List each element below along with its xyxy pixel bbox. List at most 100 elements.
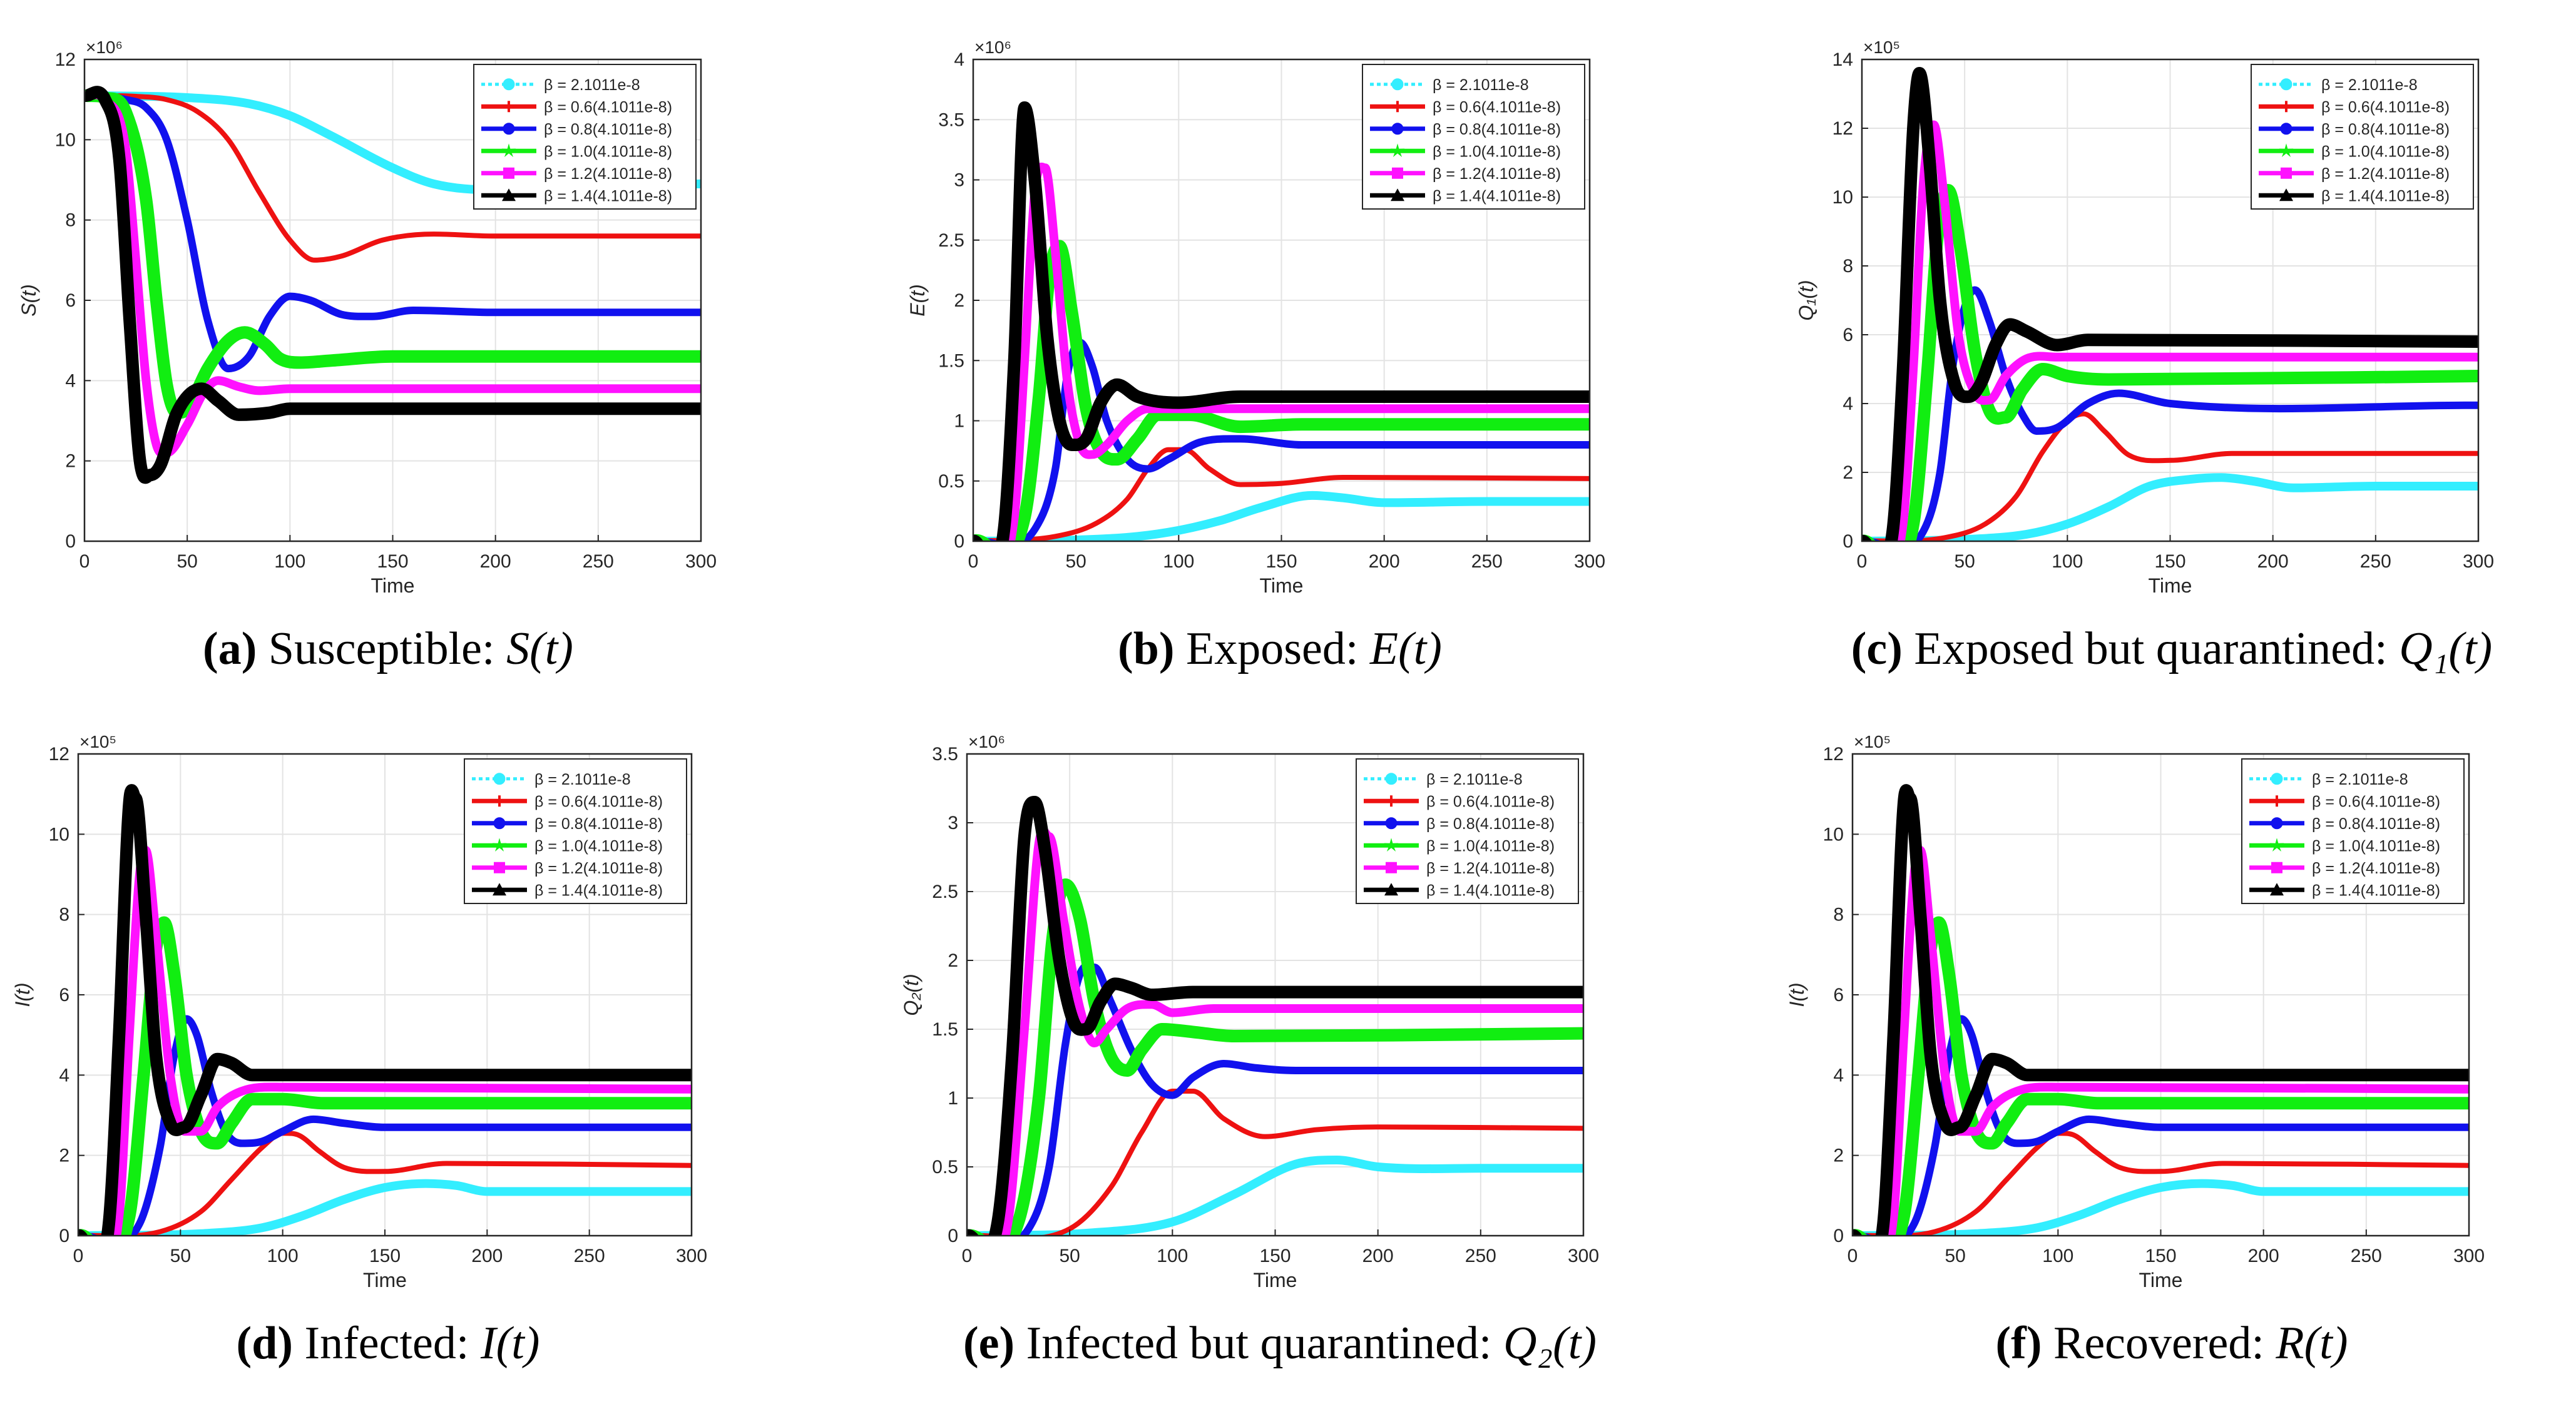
legend-entry: β = 0.8(4.1011e-8) — [2321, 121, 2450, 138]
y-tick-label: 10 — [1823, 824, 1844, 845]
x-tick-label: 300 — [1574, 551, 1605, 572]
x-tick-label: 150 — [377, 551, 408, 572]
legend: β = 2.1011e-8 β = 0.6(4.1011e-8) β = 0.8(4… — [2251, 64, 2474, 210]
y-tick-label: 4 — [1833, 1065, 1844, 1086]
legend-marker-icon — [503, 167, 514, 179]
y-axis-label: Q₂(t) — [900, 974, 923, 1015]
legend-entry: β = 1.0(4.1011e-8) — [534, 837, 663, 855]
series-line — [1862, 184, 2478, 541]
legend-entry: β = 0.6(4.1011e-8) — [1433, 98, 1561, 116]
series-line — [84, 90, 701, 458]
y-tick-label: 6 — [59, 985, 69, 1005]
x-tick-label: 250 — [1471, 551, 1503, 572]
panel-caption: (e) Infected but quarantined: Q₂(t) — [842, 1317, 1718, 1370]
y-tick-label: 0 — [1833, 1226, 1844, 1246]
legend-entry: β = 1.2(4.1011e-8) — [2312, 860, 2440, 877]
x-tick-label: 250 — [583, 551, 614, 572]
legend-entry: β = 1.4(4.1011e-8) — [2321, 187, 2450, 205]
legend-marker-icon — [502, 188, 516, 201]
legend-marker-icon — [1384, 883, 1398, 896]
y-tick-label: 6 — [65, 290, 76, 311]
chart-panel-a: 0 50 100 150 200 250 300 0 2 4 6 8 10 12 ×10⁶ Time S(t) β… — [18, 38, 717, 597]
series-line — [967, 795, 1583, 1236]
series-line — [1853, 1179, 2469, 1236]
chart-panel-d: 0 50 100 150 200 250 300 0 2 4 6 8 10 12 ×10⁵ Time I(t) β… — [11, 732, 707, 1291]
legend-marker-icon — [2281, 101, 2292, 113]
legend-marker-icon — [1386, 795, 1397, 807]
legend: β = 2.1011e-8 β = 0.6(4.1011e-8) β = 0.8(4… — [473, 64, 697, 210]
y-tick-label: 1.5 — [938, 350, 964, 371]
legend-marker-icon — [2269, 838, 2284, 852]
y-tick-label: 4 — [65, 370, 76, 391]
series-line — [1853, 916, 2469, 1236]
x-tick-label: 0 — [1848, 1246, 1858, 1266]
y-tick-label: 12 — [1823, 744, 1844, 765]
series-line — [1853, 1131, 2469, 1236]
series-line — [84, 86, 701, 484]
series-line — [84, 91, 701, 373]
legend-marker-icon — [1392, 101, 1403, 113]
legend-marker-icon — [1384, 838, 1399, 852]
x-tick-label: 150 — [2145, 1246, 2176, 1266]
series-line — [1853, 784, 2469, 1236]
series-line — [78, 916, 692, 1236]
series-line — [973, 163, 1590, 541]
x-tick-label: 300 — [2453, 1246, 2485, 1266]
x-tick-label: 250 — [574, 1246, 605, 1266]
x-tick-label: 50 — [1945, 1246, 1965, 1266]
series-line — [973, 101, 1590, 541]
y-tick-label: 3 — [954, 170, 964, 191]
y-tick-label: 8 — [1833, 905, 1844, 925]
series-line — [1862, 473, 2478, 541]
x-tick-label: 0 — [962, 1246, 973, 1266]
series-line — [1862, 411, 2478, 541]
legend-marker-icon — [1391, 123, 1404, 135]
legend-entry: β = 1.4(4.1011e-8) — [2312, 882, 2440, 899]
panel-caption-text: Infected but quarantined: — [1026, 1318, 1492, 1369]
legend-entry: β = 1.0(4.1011e-8) — [2312, 837, 2440, 855]
legend-marker-icon — [2271, 862, 2282, 873]
y-tick-label: 10 — [49, 824, 69, 845]
panel-caption: (a) Susceptible: S(t) — [0, 623, 826, 676]
legend-entry: β = 1.4(4.1011e-8) — [1426, 882, 1555, 899]
legend-marker-icon — [2271, 817, 2283, 830]
legend-entry: β = 2.1011e-8 — [1426, 771, 1523, 788]
x-tick-label: 300 — [685, 551, 717, 572]
legend-marker-icon — [503, 101, 514, 113]
legend-marker-icon — [2279, 143, 2294, 157]
series-line — [973, 491, 1590, 541]
series-line — [1862, 67, 2478, 541]
legend-entry: β = 0.8(4.1011e-8) — [534, 815, 663, 833]
x-tick-label: 50 — [170, 1246, 191, 1266]
panel-caption-text: Exposed: — [1186, 623, 1359, 674]
series-line — [967, 1156, 1583, 1236]
y-tick-label: 2 — [1833, 1146, 1844, 1166]
legend-marker-icon — [2280, 123, 2292, 135]
panel-caption-label: (e) — [963, 1318, 1015, 1369]
series-line — [973, 338, 1590, 541]
y-tick-label: 2.5 — [932, 882, 958, 902]
panel-caption-text: Recovered: — [2053, 1318, 2264, 1369]
panel-caption-label: (d) — [236, 1318, 293, 1369]
legend-entry: β = 1.2(4.1011e-8) — [1426, 860, 1555, 877]
legend-marker-icon — [1392, 167, 1403, 179]
y-tick-label: 0 — [1843, 531, 1853, 552]
series-line — [1862, 120, 2478, 541]
panel-caption-math: I(t) — [480, 1318, 540, 1369]
legend: β = 2.1011e-8 β = 0.6(4.1011e-8) β = 0.8(4… — [1362, 64, 1585, 210]
panel-caption-text: Susceptible: — [268, 623, 495, 674]
chart-panel-f: 0 50 100 150 200 250 300 0 2 4 6 8 10 12 ×10⁵ Time I(t) β… — [1786, 732, 2485, 1291]
y-axis-label: Q₁(t) — [1795, 280, 1817, 320]
legend-entry: β = 1.4(4.1011e-8) — [534, 882, 663, 899]
y-tick-label: 2 — [65, 451, 76, 472]
panel-caption-math: Q₂(t) — [1503, 1318, 1597, 1369]
x-tick-label: 300 — [676, 1246, 707, 1266]
x-tick-label: 100 — [2042, 1246, 2073, 1266]
legend-marker-icon — [2280, 78, 2292, 91]
series-line — [1853, 846, 2469, 1236]
legend-marker-icon — [501, 143, 516, 157]
y-tick-label: 4 — [954, 49, 964, 70]
x-tick-label: 0 — [79, 551, 90, 572]
legend-marker-icon — [503, 123, 515, 135]
series-line — [967, 962, 1583, 1236]
